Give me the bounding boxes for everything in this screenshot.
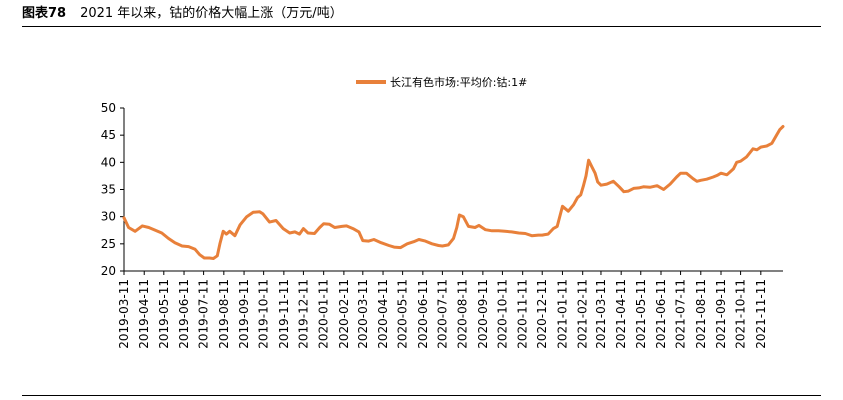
- x-tick-label: 2020-04-11: [376, 279, 390, 349]
- series-line: [122, 125, 785, 260]
- x-tick-label: 2021-03-11: [594, 279, 608, 349]
- x-tick-label: 2021-01-11: [555, 279, 569, 349]
- y-tick-label: 50: [101, 101, 116, 115]
- y-tick-label: 30: [101, 210, 116, 224]
- x-tick-label: 2021-05-11: [634, 279, 648, 349]
- x-tick-label: 2020-03-11: [356, 279, 370, 349]
- x-axis-ticks: 2019-03-11 2019-04-11 2019-05-11 2019-06-11…: [117, 271, 768, 349]
- x-tick-label: 2020-09-11: [476, 279, 490, 349]
- x-tick-label: 2019-10-11: [257, 279, 271, 349]
- x-tick-label: 2019-07-11: [197, 279, 211, 349]
- axes: [123, 108, 783, 272]
- y-axis-ticks: 20 25 30 35 40 45 50: [101, 101, 124, 278]
- x-tick-label: 2020-06-11: [416, 279, 430, 349]
- x-tick-label: 2019-09-11: [237, 279, 251, 349]
- x-tick-label: 2019-06-11: [177, 279, 191, 349]
- y-tick-label: 25: [101, 237, 116, 251]
- x-tick-label: 2019-05-11: [157, 279, 171, 349]
- legend: 长江有色市场:平均价:钴:1#: [356, 75, 527, 89]
- y-tick-label: 45: [101, 128, 116, 142]
- x-tick-label: 2020-08-11: [456, 279, 470, 349]
- x-tick-label: 2021-02-11: [576, 279, 590, 349]
- x-tick-label: 2021-10-11: [734, 279, 748, 349]
- figure-header: 图表78 2021 年以来，钴的价格大幅上涨（万元/吨）: [22, 4, 821, 27]
- x-tick-label: 2021-09-11: [714, 279, 728, 349]
- y-tick-label: 20: [101, 264, 116, 278]
- x-tick-label: 2019-04-11: [137, 279, 151, 349]
- x-tick-label: 2020-01-11: [317, 279, 331, 349]
- x-tick-label: 2021-08-11: [694, 279, 708, 349]
- x-tick-label: 2020-11-11: [516, 279, 530, 349]
- x-tick-label: 2019-08-11: [217, 279, 231, 349]
- x-tick-label: 2020-10-11: [495, 279, 509, 349]
- x-tick-label: 2021-04-11: [614, 279, 628, 349]
- x-tick-label: 2019-12-11: [296, 279, 310, 349]
- figure-title: 2021 年以来，钴的价格大幅上涨（万元/吨）: [80, 6, 343, 21]
- x-tick-label: 2019-11-11: [277, 279, 291, 349]
- y-tick-label: 40: [101, 155, 116, 169]
- bottom-rule: [22, 395, 821, 396]
- x-tick-label: 2020-02-11: [337, 279, 351, 349]
- y-tick-label: 35: [101, 183, 116, 197]
- x-tick-label: 2019-03-11: [117, 279, 131, 349]
- x-tick-label: 2020-12-11: [535, 279, 549, 349]
- x-tick-label: 2020-05-11: [396, 279, 410, 349]
- figure-number: 图表78: [22, 6, 67, 21]
- x-tick-label: 2021-06-11: [654, 279, 668, 349]
- x-tick-label: 2020-07-11: [435, 279, 449, 349]
- x-tick-label: 2021-07-11: [674, 279, 688, 349]
- legend-label: 长江有色市场:平均价:钴:1#: [390, 75, 527, 89]
- x-tick-label: 2021-11-11: [754, 279, 768, 349]
